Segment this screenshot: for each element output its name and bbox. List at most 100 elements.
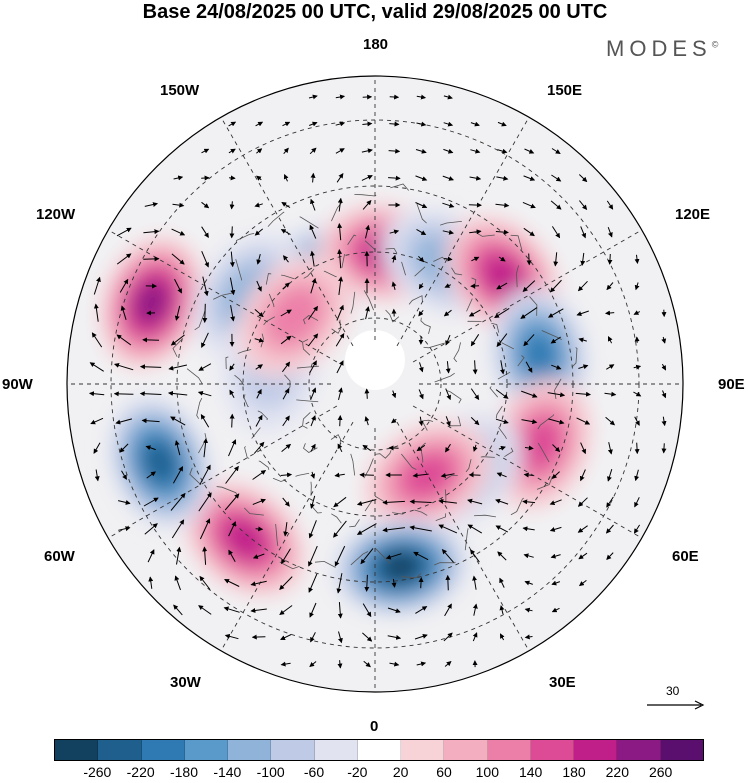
wind-vector [470,417,480,426]
wind-vector [634,416,640,426]
map-title: Base 24/08/2025 00 UTC, valid 29/08/2025… [142,1,608,23]
wind-vector [283,522,289,537]
wind-vector [472,444,478,452]
wind-vector [337,197,343,212]
wind-vector [118,526,131,532]
wind-vector [198,605,212,615]
wind-vector [496,472,507,478]
wind-vector [576,310,589,317]
wind-vector [524,607,533,613]
brand-logo: MODES© [606,36,718,62]
wind-vector [522,201,536,209]
wind-vector [470,549,480,563]
brand-mark: © [711,39,719,50]
wind-vector [549,499,562,506]
wind-vector [418,283,424,290]
wind-vector [337,443,343,453]
wind-vector [168,364,188,371]
colorbar-swatch [184,740,229,760]
wind-vector [606,282,614,291]
colorbar-swatch [530,740,575,760]
wind-vector [224,579,240,587]
wind-vector [363,660,371,668]
wind-vector [309,147,317,155]
colorbar-tick-label: 180 [562,764,586,780]
meridian-line [412,405,642,539]
wind-vector [365,224,370,239]
wind-vector [174,575,181,591]
wind-vector [337,414,343,427]
colorbar-swatch [271,740,315,760]
wind-vector [551,226,561,239]
wind-vector [308,573,318,593]
wind-vector [634,442,640,455]
wind-vector [337,222,343,241]
wind-vector [607,442,613,455]
wind-vector [382,527,405,533]
wind-vector [607,336,613,344]
wind-vector [228,549,236,562]
wind-vector [283,173,289,182]
wind-vector [577,525,588,533]
wind-vector [444,256,453,262]
lon-label-120w: 120W [36,206,76,223]
wind-vector [117,500,131,505]
wind-vector [310,277,317,294]
wind-vector [469,229,482,235]
wind-vector [495,525,509,533]
meridian-line [220,117,354,347]
wind-vector [634,254,640,265]
wind-vector [468,309,481,317]
wind-vector [356,523,377,535]
wind-vector [364,416,370,426]
wind-vector [606,364,615,370]
wind-vector [549,526,562,532]
wind-vector [495,202,510,208]
wind-vector [254,228,264,236]
wind-vector [470,334,480,347]
wind-vector [89,362,104,372]
colorbar-swatch [487,740,531,760]
wind-vector [309,602,317,618]
wind-vector [471,256,480,262]
wind-vector [385,553,402,560]
high-anomaly-contour [402,453,453,498]
wind-vector [280,229,291,235]
wind-vector [412,472,429,478]
wind-vector [119,443,129,453]
wind-vector [361,175,373,181]
wind-vector [252,498,266,505]
wind-vector [548,418,565,425]
wind-vector [308,520,317,539]
wind-vector [91,332,103,348]
wind-vector [416,94,427,100]
wind-vector [551,580,561,586]
wind-vector [362,199,372,210]
high-anomaly-contour [519,418,561,471]
wind-vector [523,175,536,181]
wind-vector [333,496,347,508]
wind-vector [661,390,667,399]
wind-vector [309,224,317,239]
wind-vector [88,391,105,397]
wind-vector [391,281,397,290]
wind-vector [279,576,293,590]
colorbar-swatch [141,740,185,760]
wind-vector [282,388,290,400]
wind-vector [389,229,400,235]
wind-vector [171,253,185,265]
wind-vector [444,660,452,667]
wind-vector [114,363,134,371]
wind-vector [551,607,560,613]
wind-vector [634,282,640,291]
colorbar-tick-label: 20 [392,764,409,780]
wind-vector [418,362,424,373]
wind-vector [310,632,316,643]
wind-vector [661,336,667,344]
lon-label-60e: 60E [672,548,699,565]
wind-vector [362,632,373,642]
colorbar-tick-label: -60 [303,764,325,780]
wind-vector [391,418,397,424]
colorbar-ticks: -260 -220 -180 -140 -100 -60 -20 20 60 100 140 180 2… [0,764,750,783]
pole-blank [345,330,405,390]
